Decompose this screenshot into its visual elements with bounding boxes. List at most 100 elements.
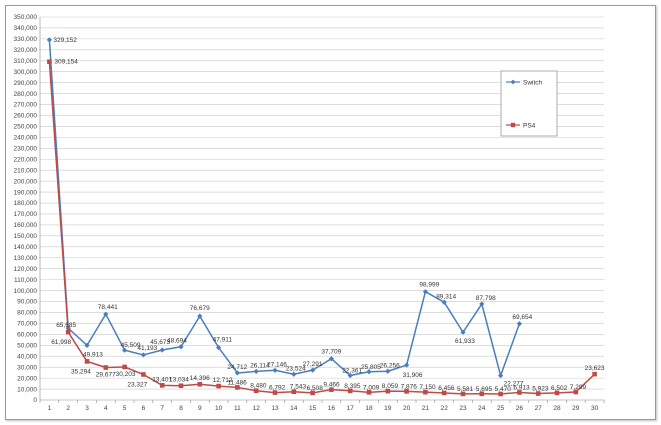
data-point-switch [272,367,278,373]
data-point-ps4 [310,390,315,396]
y-tick-label: 90,000 [17,299,37,306]
data-point-ps4 [178,383,184,389]
y-tick-label: 40,000 [17,353,37,360]
data-label-ps4: 35,294 [71,368,91,375]
data-label-ps4: 5,695 [476,386,493,393]
x-axis-ticks: 1 2 3 4 5 6 7 8 9 10 11 12 13 14 15 16 17 18 19 20 21 22 23 24 2… [48,405,599,412]
data-label-ps4: 29,677 [96,372,116,379]
data-labels: 329,152 65,685 49,913 78,441 45,50941,19345,… [51,37,605,393]
y-tick-label: 70,000 [17,321,37,328]
x-tick-label: 6 [142,405,146,412]
data-point-ps4 [122,364,127,370]
data-point-ps4 [103,365,109,370]
x-tick-label: 30 [591,405,599,412]
y-tick-label: 210,000 [14,167,38,174]
data-label-ps4: 23,327 [127,381,147,388]
x-tick-label: 14 [290,405,298,412]
x-tick-label: 17 [347,405,355,412]
x-tick-label: 7 [160,405,164,412]
x-tick-label: 25 [497,405,505,412]
data-label-switch: 98,999 [419,282,439,289]
data-point-switch [310,367,316,373]
data-point-switch [404,362,410,368]
data-point-ps4 [498,391,503,397]
data-point-ps4 [272,390,278,395]
data-point-ps4 [141,372,146,377]
data-point-ps4 [517,390,522,395]
data-label-switch: 49,913 [83,351,103,358]
y-tick-label: 330,000 [14,36,38,43]
data-label-switch: 45,509 [121,342,141,349]
data-label-ps4: 6,792 [269,385,286,392]
y-tick-label: 320,000 [14,47,38,54]
data-label-ps4: 6,913 [513,384,530,391]
data-point-switch [347,372,353,379]
data-label-switch: 78,441 [98,304,118,311]
data-label-switch: 41,193 [137,345,157,352]
x-tick-label: 10 [215,405,223,412]
x-tick-label: 1 [48,405,52,412]
data-point-ps4 [554,390,560,396]
data-label-switch: 22,277 [504,381,524,388]
data-point-ps4 [65,329,71,335]
y-axis-ticks: 0 10,000 20,000 30,000 40,000 50,000 60,000 70,… [14,14,38,404]
data-label-ps4: 61,998 [51,339,71,346]
x-tick-label: 27 [535,405,543,412]
y-tick-label: 180,000 [14,200,38,207]
data-point-ps4 [479,391,485,397]
y-tick-label: 350,000 [14,14,38,21]
y-tick-label: 60,000 [17,332,37,339]
x-tick-label: 13 [271,405,279,412]
data-point-switch [234,370,240,376]
y-tick-label: 10,000 [17,386,37,393]
data-point-switch [216,344,222,351]
data-label-ps4: 7,876 [401,383,418,390]
data-point-switch [422,289,428,295]
data-point-switch [103,311,109,317]
data-label-ps4: 7,009 [363,384,380,391]
data-label-switch: 25,805 [361,364,381,371]
y-tick-label: 150,000 [14,233,38,240]
legend-ps4-marker [510,122,516,128]
data-point-ps4 [535,391,541,396]
data-label-ps4: 9,466 [323,382,340,389]
x-tick-label: 24 [478,405,486,412]
y-tick-label: 80,000 [17,310,37,317]
data-label-ps4: 11,486 [227,379,247,386]
data-label-ps4: 8,059 [382,383,399,390]
data-point-ps4 [159,383,165,388]
data-label-ps4: 13,401 [152,376,172,383]
data-point-ps4 [592,371,597,377]
y-tick-label: 50,000 [17,342,37,349]
x-tick-label: 19 [384,405,392,412]
data-point-ps4 [573,389,579,395]
x-tick-label: 8 [179,405,183,412]
data-label-switch: 26,114 [250,362,270,369]
y-tick-label: 110,000 [14,277,37,284]
data-point-ps4 [84,359,90,364]
y-tick-label: 270,000 [14,102,38,109]
gridlines [39,16,605,403]
x-tick-label: 28 [553,405,561,412]
data-point-ps4 [235,385,240,390]
data-point-ps4 [423,389,428,395]
legend-ps4-label: PS4 [523,122,536,129]
x-tick-label: 3 [85,405,89,412]
y-tick-label: 300,000 [14,69,38,76]
data-point-ps4 [460,391,466,397]
x-tick-label: 11 [234,405,241,412]
data-label-ps4: 12,712 [213,377,233,384]
y-tick-label: 20,000 [17,375,37,382]
data-point-ps4 [197,381,203,387]
data-point-ps4 [441,390,447,396]
y-tick-label: 120,000 [14,266,38,273]
data-point-ps4 [404,389,409,394]
data-point-ps4 [291,389,297,395]
y-tick-label: 280,000 [14,91,38,98]
data-label-ps4: 5,581 [457,386,474,393]
legend-switch-marker [510,79,516,85]
y-tick-label: 200,000 [14,178,38,185]
data-label-switch: 26,256 [380,362,400,369]
data-point-switch [328,356,334,362]
